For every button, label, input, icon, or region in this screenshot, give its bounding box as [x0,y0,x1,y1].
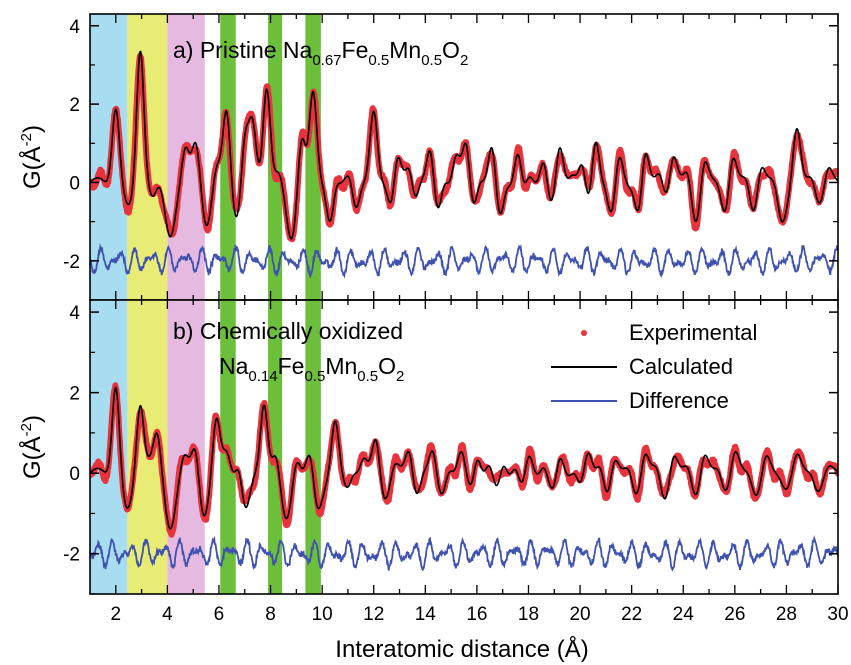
y-tick-label-b: 0 [69,464,80,485]
series-calculated-b [90,386,838,530]
y-tick-label-a: 4 [69,17,80,38]
x-tick-label: 22 [621,604,642,625]
shaded-region-a-5 [305,14,321,300]
panel-b-label-line2: Na0.14Fe0.5Mn0.5O2 [219,353,404,385]
y-tick-label-b: 4 [69,303,80,324]
y-axis-title-a: G(Å-2) [18,125,46,189]
plot-frame-b [89,299,839,595]
shaded-region-b-5 [305,300,321,594]
x-tick-label: 24 [673,604,695,625]
panel-a-label: a) Pristine Na0.67Fe0.5Mn0.5O2 [173,37,468,69]
x-tick-label: 8 [265,604,276,625]
x-tick-label: 2 [111,604,122,625]
y-tick-label-b: -2 [63,545,80,566]
x-tick-label: 26 [724,604,745,625]
legend: Experimental Calculated Difference [551,320,757,413]
x-axis-title: Interatomic distance (Å) [335,635,588,663]
x-tick-label: 20 [569,604,590,625]
x-tick-label: 4 [162,604,173,625]
series-difference-a [90,243,838,279]
panel-b-label-line1: b) Chemically oxidized [173,318,403,344]
panel-a: -2 0 2 4 G(Å-2) a) Pristine Na0.67Fe0.5Mn0.5O… [18,13,839,301]
series-calculated-a [90,50,838,240]
panel-b: -2 0 2 4 G(Å-2) b) Chemically oxidized Na0.14F… [18,299,839,595]
legend-label-difference: Difference [629,388,729,413]
legend-marker-experimental [581,330,587,336]
y-tick-label-a: 0 [69,173,80,194]
legend-label-calculated: Calculated [629,354,733,379]
y-tick-label-a: 2 [69,95,80,116]
x-tick-label: 30 [827,604,848,625]
legend-label-experimental: Experimental [629,320,757,345]
x-tick-label: 10 [312,604,333,625]
x-tick-label: 16 [466,604,487,625]
x-tick-label: 12 [363,604,384,625]
x-tick-label: 28 [776,604,797,625]
series-difference-b [90,535,838,572]
x-tick-label: 18 [518,604,539,625]
x-axis: 2 4 6 8 10 12 14 16 18 20 22 24 26 28 30 [111,604,849,625]
y-tick-label-a: -2 [63,252,80,273]
y-tick-label-b: 2 [69,384,80,405]
x-tick-label: 6 [214,604,225,625]
x-tick-label: 14 [415,604,437,625]
shaded-region-b-4 [267,300,283,594]
series-experimental-b [90,382,838,538]
shaded-region-b-2 [167,300,205,594]
y-axis-title-b: G(Å-2) [18,415,46,479]
